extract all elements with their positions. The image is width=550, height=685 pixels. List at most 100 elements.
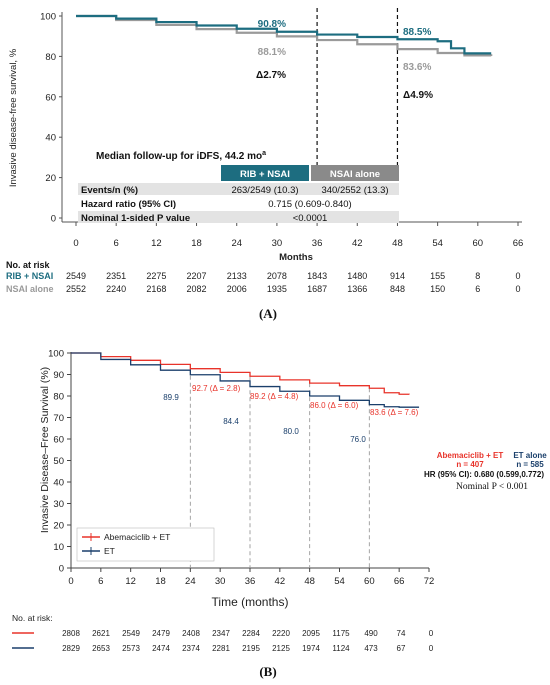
stats-arm1-name: Abemaciclib + ET (437, 451, 504, 460)
panel-a-x-tick-label: 54 (432, 238, 443, 249)
table-row-p-value: <0.0001 (293, 213, 328, 224)
panel-b-at-risk-title: No. at risk: (12, 613, 53, 623)
panel-a-x-tick-label: 36 (312, 238, 323, 249)
panel-a-at-risk-value: 0 (515, 284, 520, 294)
panel-a-annot-nsai-48: 83.6% (403, 62, 431, 73)
panel-a-annot-delta-48: Δ4.9% (403, 90, 433, 101)
panel-a-x-tick-label: 18 (191, 238, 202, 249)
panel-b-annot-blue-60: 76.0 (350, 435, 366, 444)
panel-b-at-risk-value: 67 (397, 644, 406, 653)
panel-b-at-risk-value: 490 (364, 629, 378, 638)
table-header-nsai: NSAI alone (330, 169, 380, 180)
panel-b-x-tick-label: 30 (215, 576, 226, 587)
panel-b-at-risk-value: 2281 (212, 644, 230, 653)
panel-a-x-tick-label: 66 (513, 238, 524, 249)
panel-b-at-risk-value: 2621 (92, 629, 110, 638)
panel-b-x-tick-label: 18 (155, 576, 166, 587)
panel-b-x-tick-label: 36 (245, 576, 256, 587)
panel-a-at-risk-value: 150 (430, 284, 445, 294)
legend-label-abemaciclib-et: Abemaciclib + ET (104, 532, 170, 542)
panel-a-x-tick-label: 12 (151, 238, 162, 249)
panel-b-y-tick-label: 50 (53, 456, 64, 467)
panel-b-y-tick-label: 60 (53, 435, 64, 446)
panel-b-at-risk-value: 2653 (92, 644, 110, 653)
panel-a-x-ticks: 0 6 12 18 24 30 36 42 48 54 60 66 (73, 222, 523, 249)
panel-a-at-risk-value: 2351 (106, 271, 126, 281)
panel-a-y-tick-label: 20 (45, 173, 56, 184)
panel-a-at-risk-value: 2207 (187, 271, 207, 281)
panel-b-series-et-line (71, 352, 420, 408)
panel-a-summary-table: Median follow-up for iDFS, 44.2 moa RIB … (78, 150, 399, 224)
panel-b-y-tick-label: 80 (53, 392, 64, 403)
panel-b-y-tick-label: 70 (53, 413, 64, 424)
panel-b-at-risk-value: 1974 (302, 644, 320, 653)
panel-a-y-tick-label: 40 (45, 133, 56, 144)
panel-b-x-tick-label: 24 (185, 576, 196, 587)
panel-a-x-tick-label: 24 (231, 238, 242, 249)
table-row-events-bg (78, 183, 399, 195)
stats-p: Nominal P < 0.001 (456, 482, 528, 492)
panel-a-annot-delta-36: Δ2.7% (256, 70, 286, 81)
panel-a-y-tick-label: 0 (51, 214, 56, 225)
panel-b-annot-blue-36: 84.4 (223, 417, 239, 426)
table-row-events-rib: 263/2549 (10.3) (231, 185, 298, 196)
panel-b-x-tick-label: 72 (424, 576, 435, 587)
panel-a-series-rib-nsai-line (76, 14, 492, 55)
stats-arm2-n: n = 585 (516, 460, 544, 469)
stats-arm2-name: ET alone (513, 451, 547, 460)
panel-a-at-risk-value: 6 (475, 284, 480, 294)
panel-b-x-tick-label: 60 (364, 576, 375, 587)
panel-b-at-risk-value: 74 (397, 629, 406, 638)
panel-a-at-risk-value: 1366 (347, 284, 367, 294)
panel-a-at-risk-value: 8 (475, 271, 480, 281)
panel-b-x-tick-label: 66 (394, 576, 405, 587)
panel-a-at-risk-value: 2168 (146, 284, 166, 294)
panel-b-at-risk-value: 2549 (122, 629, 140, 638)
panel-a-at-risk-value: 1843 (307, 271, 327, 281)
panel-b-at-risk-value: 2573 (122, 644, 140, 653)
panel-a-y-axis-label: Invasive disease-free survival, % (8, 48, 19, 187)
panel-b-legend: Abemaciclib + ET ET (76, 527, 215, 562)
panel-b-at-risk-value: 1175 (332, 629, 350, 638)
panel-a-series-nsai-alone-line (76, 14, 493, 57)
panel-a: Invasive disease-free survival, % 0 20 40 6… (6, 8, 523, 321)
panel-a-y-tick-label: 80 (45, 52, 56, 63)
panel-b-x-axis-label: Time (months) (212, 595, 289, 609)
panel-a-at-risk-nsai-label: NSAI alone (6, 284, 54, 294)
panel-a-at-risk-rib-label: RIB + NSAI (6, 271, 53, 281)
table-header-rib: RIB + NSAI (240, 169, 290, 180)
panel-a-at-risk-title: No. at risk (6, 260, 51, 270)
panel-b-y-tick-label: 40 (53, 478, 64, 489)
panel-b-at-risk-value: 2474 (152, 644, 170, 653)
panel-b-y-tick-label: 0 (59, 564, 64, 575)
panel-a-annot-rib-36: 90.8% (258, 19, 286, 30)
panel-b: Invasive Disease–Free Survival (%) 0 10 20… (12, 349, 547, 679)
panel-b-label: (B) (259, 664, 276, 679)
panel-b-y-axis-label: Invasive Disease–Free Survival (%) (39, 367, 51, 533)
panel-b-at-risk-value: 2829 (62, 644, 80, 653)
table-header-nsai-bg (311, 165, 399, 181)
table-row-p-bg (78, 211, 399, 223)
panel-b-at-risk-value: 2195 (242, 644, 260, 653)
panel-b-annot-red-60: 83.6 (Δ = 7.6) (370, 408, 419, 417)
panel-b-x-tick-label: 54 (334, 576, 345, 587)
panel-b-x-ticks: 0 6 12 18 24 30 36 42 48 54 60 66 72 (68, 568, 434, 587)
panel-a-x-tick-label: 30 (272, 238, 283, 249)
panel-b-guide-lines (189, 368, 370, 568)
panel-b-annot-red-36: 89.2 (Δ = 4.8) (250, 392, 299, 401)
panel-b-at-risk-value: 0 (429, 644, 434, 653)
panel-a-at-risk-value: 848 (390, 284, 405, 294)
panel-b-x-tick-label: 0 (68, 576, 73, 587)
panel-b-at-risk-value: 2347 (212, 629, 230, 638)
panel-a-y-ticks: 0 20 40 60 80 100 (40, 12, 62, 225)
panel-b-at-risk-value: 2479 (152, 629, 170, 638)
stats-hr: HR (95% CI): 0.680 (0.599,0.772) (424, 470, 544, 479)
panel-b-annot-red-48: 86.0 (Δ = 6.0) (310, 401, 359, 410)
panel-b-y-tick-label: 10 (53, 542, 64, 553)
table-title: Median follow-up for iDFS, 44.2 moa (96, 150, 266, 162)
legend-box (76, 527, 215, 562)
panel-a-label: (A) (259, 306, 277, 321)
panel-b-x-tick-label: 6 (98, 576, 103, 587)
table-row-hr-label: Hazard ratio (95% CI) (81, 199, 176, 210)
